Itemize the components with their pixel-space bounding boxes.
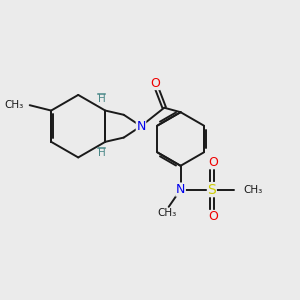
Text: CH₃: CH₃ <box>158 208 177 218</box>
Text: N: N <box>176 183 185 196</box>
Text: O: O <box>208 211 218 224</box>
Text: H: H <box>98 148 106 158</box>
Text: CH₃: CH₃ <box>4 100 23 110</box>
Text: O: O <box>150 76 160 89</box>
Text: S: S <box>208 183 216 196</box>
Text: H: H <box>98 94 106 104</box>
Text: CH₃: CH₃ <box>244 184 263 195</box>
Text: N: N <box>136 120 146 133</box>
Text: O: O <box>208 156 218 169</box>
